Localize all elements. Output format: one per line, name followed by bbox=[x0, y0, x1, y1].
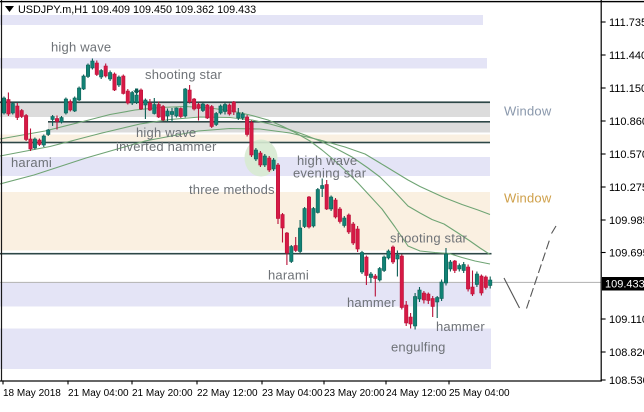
svg-text:110.860: 110.860 bbox=[609, 116, 644, 128]
svg-text:shooting star: shooting star bbox=[390, 231, 468, 246]
svg-text:three methods: three methods bbox=[189, 182, 275, 197]
svg-text:Window: Window bbox=[504, 104, 552, 119]
svg-text:high wave: high wave bbox=[51, 40, 111, 55]
svg-text:21 May 20:00: 21 May 20:00 bbox=[132, 388, 193, 399]
svg-text:108.530: 108.530 bbox=[609, 375, 644, 387]
svg-text:Window: Window bbox=[504, 191, 552, 206]
svg-text:109.110: 109.110 bbox=[609, 314, 644, 326]
svg-text:23 May 20:00: 23 May 20:00 bbox=[324, 388, 385, 399]
svg-text:hammer: hammer bbox=[436, 319, 485, 334]
svg-text:hammer: hammer bbox=[347, 295, 396, 310]
svg-text:shooting star: shooting star bbox=[145, 67, 223, 82]
svg-text:110.570: 110.570 bbox=[609, 149, 644, 161]
svg-text:22 May 12:00: 22 May 12:00 bbox=[197, 388, 258, 399]
svg-text:109.985: 109.985 bbox=[609, 215, 644, 227]
svg-text:high wave: high wave bbox=[136, 125, 196, 140]
svg-text:108.820: 108.820 bbox=[609, 347, 644, 359]
svg-text:111.440: 111.440 bbox=[609, 50, 644, 62]
svg-text:109.695: 109.695 bbox=[609, 248, 644, 260]
svg-text:109.433: 109.433 bbox=[605, 279, 644, 291]
svg-text:harami: harami bbox=[11, 155, 52, 170]
svg-text:high wave: high wave bbox=[297, 153, 357, 168]
svg-text:USDJPY.m,H1 109.409 109.450 1: USDJPY.m,H1 109.409 109.450 109.362 109.… bbox=[18, 4, 256, 16]
svg-text:21 May 04:00: 21 May 04:00 bbox=[68, 388, 129, 399]
svg-text:engulfing: engulfing bbox=[391, 340, 446, 355]
svg-text:harami: harami bbox=[268, 268, 309, 283]
svg-text:evening star: evening star bbox=[293, 166, 367, 181]
svg-text:inverted hammer: inverted hammer bbox=[116, 139, 217, 154]
svg-text:18 May 2018: 18 May 2018 bbox=[3, 388, 61, 399]
svg-text:25 May 04:00: 25 May 04:00 bbox=[449, 388, 510, 399]
svg-text:111.150: 111.150 bbox=[609, 83, 644, 95]
svg-text:111.735: 111.735 bbox=[609, 17, 644, 29]
svg-text:23 May 04:00: 23 May 04:00 bbox=[262, 388, 323, 399]
svg-text:24 May 12:00: 24 May 12:00 bbox=[386, 388, 447, 399]
svg-text:110.275: 110.275 bbox=[609, 182, 644, 194]
